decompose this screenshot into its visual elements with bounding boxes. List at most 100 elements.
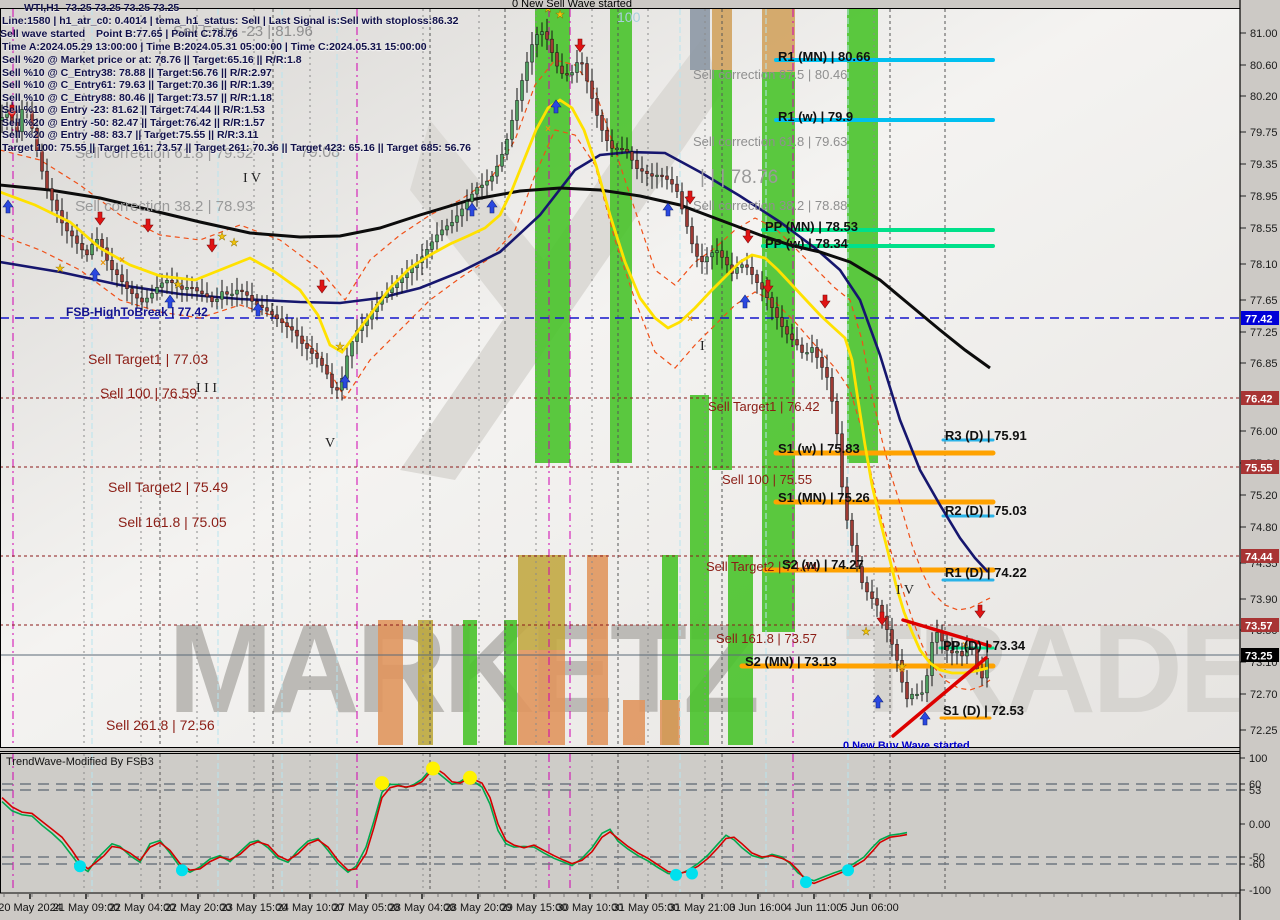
candle-body [140,297,144,303]
candle-body [600,115,604,131]
candle-body [195,287,199,292]
sr-level-label: R1 (MN) | 80.66 [778,49,871,64]
sr-level-label: S1 (MN) | 75.26 [778,490,870,505]
candle-body [120,274,124,282]
header-line: Line:1580 | h1_atr_c0: 0.4014 | tema_h1_… [2,15,459,27]
candle-body [670,179,674,185]
sr-level-label: S2 (MN) | 73.13 [745,654,837,669]
candle-body [170,279,174,283]
candle-body [800,344,804,353]
candle-body [520,80,524,101]
candle-body [215,298,219,302]
buy-arrow-icon [550,99,562,114]
candle-body [595,98,599,116]
candle-body [620,147,624,150]
price-axis[interactable]: 81.00 80.60 80.20 79.75 79.35 78.95 78.55 78.10… [1240,28,1279,737]
candle-body [695,243,699,257]
price-axis-tick-label: 73.90 [1250,594,1278,606]
candle-body [885,615,889,630]
candle-body [665,175,669,180]
candle-body [905,681,909,700]
candle-body [530,44,534,63]
candle-body [210,296,214,302]
x-marker-icon: × [119,255,125,266]
candle-body [5,109,9,118]
session-band [418,620,433,745]
candle-body [495,165,499,177]
candle-body [955,651,959,654]
candle-body [525,61,529,81]
candle-body [285,322,289,327]
star-icon: ★ [55,262,65,275]
candle-body [930,642,934,676]
x-marker-icon: × [545,124,551,135]
candle-body [615,147,619,150]
candle-body [200,290,204,294]
candle-body [515,100,519,121]
price-tag-label: 74.44 [1245,552,1273,564]
sr-level-label: R3 (D) | 75.91 [945,428,1027,443]
oscillator-axis-label: -100 [1249,885,1271,897]
sell-target-label: Sell 161.8 | 73.57 [716,631,817,646]
candle-body [235,289,239,295]
sr-level-label: R1 (D) | 74.22 [945,565,1027,580]
time-axis-label: 31 May 05:00 [613,902,680,914]
buy-arrow-icon [739,294,751,309]
time-axis-label: 22 May 04:00 [109,902,176,914]
candle-body [295,329,299,337]
candle-body [310,348,314,354]
candle-body [845,486,849,521]
sr-level-label: R1 (w) | 79.9 [778,109,853,124]
candle-body [85,249,89,256]
header-line: Target 100: 75.55 || Target 161: 73.57 |… [2,141,472,154]
candle-body [835,401,839,435]
time-axis-label: 30 May 10:00 [557,902,624,914]
candle-body [780,317,784,327]
candle-body [900,660,904,683]
candle-body [590,80,594,99]
session-band [660,700,680,745]
candle-body [690,226,694,245]
time-axis-label: 5 Jun 06:00 [841,902,899,914]
candle-body [190,287,194,290]
sell-arrow-icon [974,604,986,619]
candle-body [540,31,544,35]
price-axis-tick-label: 72.25 [1250,725,1278,737]
candle-body [450,222,454,227]
candle-body [745,264,749,268]
candle-body [300,335,304,344]
sr-level-label: S1 (D) | 72.53 [943,703,1024,718]
candle-body [35,128,39,151]
correction-label: Sell correction 38.2 | 78.88 [693,198,847,213]
candle-body [545,31,549,40]
ma-navy-line [1,150,989,573]
star-icon: ★ [173,278,183,291]
candle-body [625,148,629,152]
candle-body [560,65,564,74]
candle-body [680,191,684,210]
new-sell-wave-note: 0 New Sell Wave started [512,0,633,10]
candle-body [160,282,164,288]
session-band [518,555,565,650]
header-line: Sell %20 @ Entry -88: 83.7 || Target:75.… [2,129,259,141]
sell-target-label: Sell Target1 | 77.03 [88,351,208,367]
candle-body [820,357,824,368]
buy-arrow-icon [872,694,884,709]
correction-label: | | | 78.76 [700,167,778,188]
oscillator-title: TrendWave-Modified By FSB3 [6,756,154,768]
correction-label: Sell correction 87.5 | 80.46 [693,67,847,82]
candle-body [705,256,709,263]
oscillator-axis-label: 0.00 [1249,819,1270,831]
price-tag [1241,311,1279,325]
price-axis-tick-label: 78.95 [1250,191,1278,203]
candle-body [775,307,779,318]
candle-body [915,693,919,696]
envelope-lower-line [1,129,991,691]
sell-arrow-icon [316,279,328,294]
price-axis-tick-label: 77.65 [1250,295,1278,307]
